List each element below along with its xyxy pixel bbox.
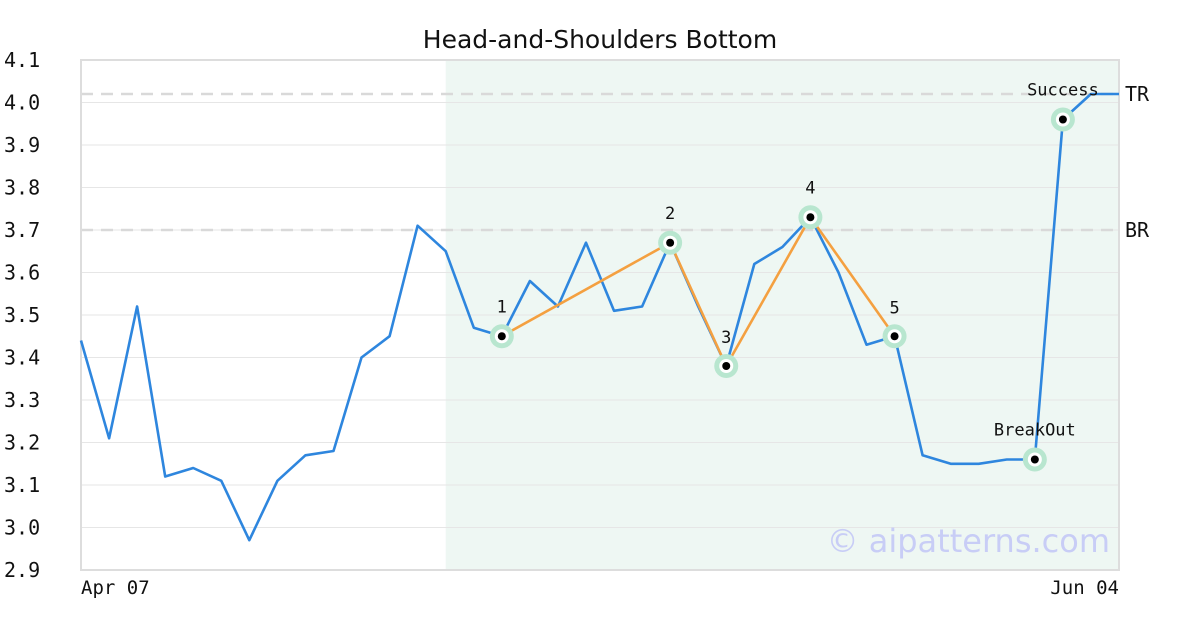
y-tick-label: 3.3 (4, 388, 40, 412)
y-tick-label: 3.8 (4, 176, 40, 200)
y-tick-label: 3.0 (4, 516, 40, 540)
y-tick-label: 4.0 (4, 91, 40, 115)
marker-dot (806, 213, 815, 222)
chart-title: Head-and-Shoulders Bottom (423, 25, 777, 54)
marker-dot (890, 332, 899, 341)
y-tick-label: 4.1 (4, 48, 40, 72)
reference-label: TR (1125, 82, 1150, 106)
marker-dot (722, 362, 731, 370)
x-tick-label: Apr 07 (81, 577, 150, 599)
plot-frame (80, 59, 1120, 571)
reference-lines (81, 92, 1119, 232)
y-tick-label: 3.7 (4, 218, 40, 242)
y-axis-ticks: 2.9 3.0 3.1 3.2 3.3 3.4 3.5 3.6 3.7 3.8 3.9 4.0 4.1 (4, 48, 40, 582)
y-tick-label: 3.1 (4, 473, 40, 497)
price-series-line (79, 92, 1119, 542)
marker-label: BreakOut (994, 421, 1076, 441)
marker-dot (666, 238, 675, 247)
x-axis-ticks: Apr 07 Jun 04 (81, 577, 1119, 599)
y-tick-label: 3.6 (4, 261, 40, 285)
marker-label: 2 (665, 204, 675, 224)
marker-label: 4 (805, 178, 815, 198)
marker-label: 5 (889, 298, 899, 318)
reference-label: BR (1125, 218, 1150, 242)
marker-dot (1030, 455, 1039, 464)
marker-label: Success (1027, 81, 1099, 101)
reference-labels: TR BR (1125, 82, 1150, 242)
y-tick-label: 2.9 (4, 558, 40, 582)
marker-dot (1058, 115, 1067, 124)
marker-dot (497, 332, 506, 341)
x-tick-label: Jun 04 (1050, 577, 1119, 599)
watermark: © aipatterns.com (827, 522, 1110, 560)
y-tick-label: 3.5 (4, 303, 40, 327)
y-tick-label: 3.9 (4, 133, 40, 157)
marker-label: 1 (497, 297, 507, 317)
pattern-markers: 1 2 3 4 5 BreakOut Success (489, 81, 1099, 472)
y-tick-label: 3.4 (4, 346, 40, 370)
marker-label: 3 (721, 328, 731, 348)
y-tick-label: 3.2 (4, 431, 40, 455)
